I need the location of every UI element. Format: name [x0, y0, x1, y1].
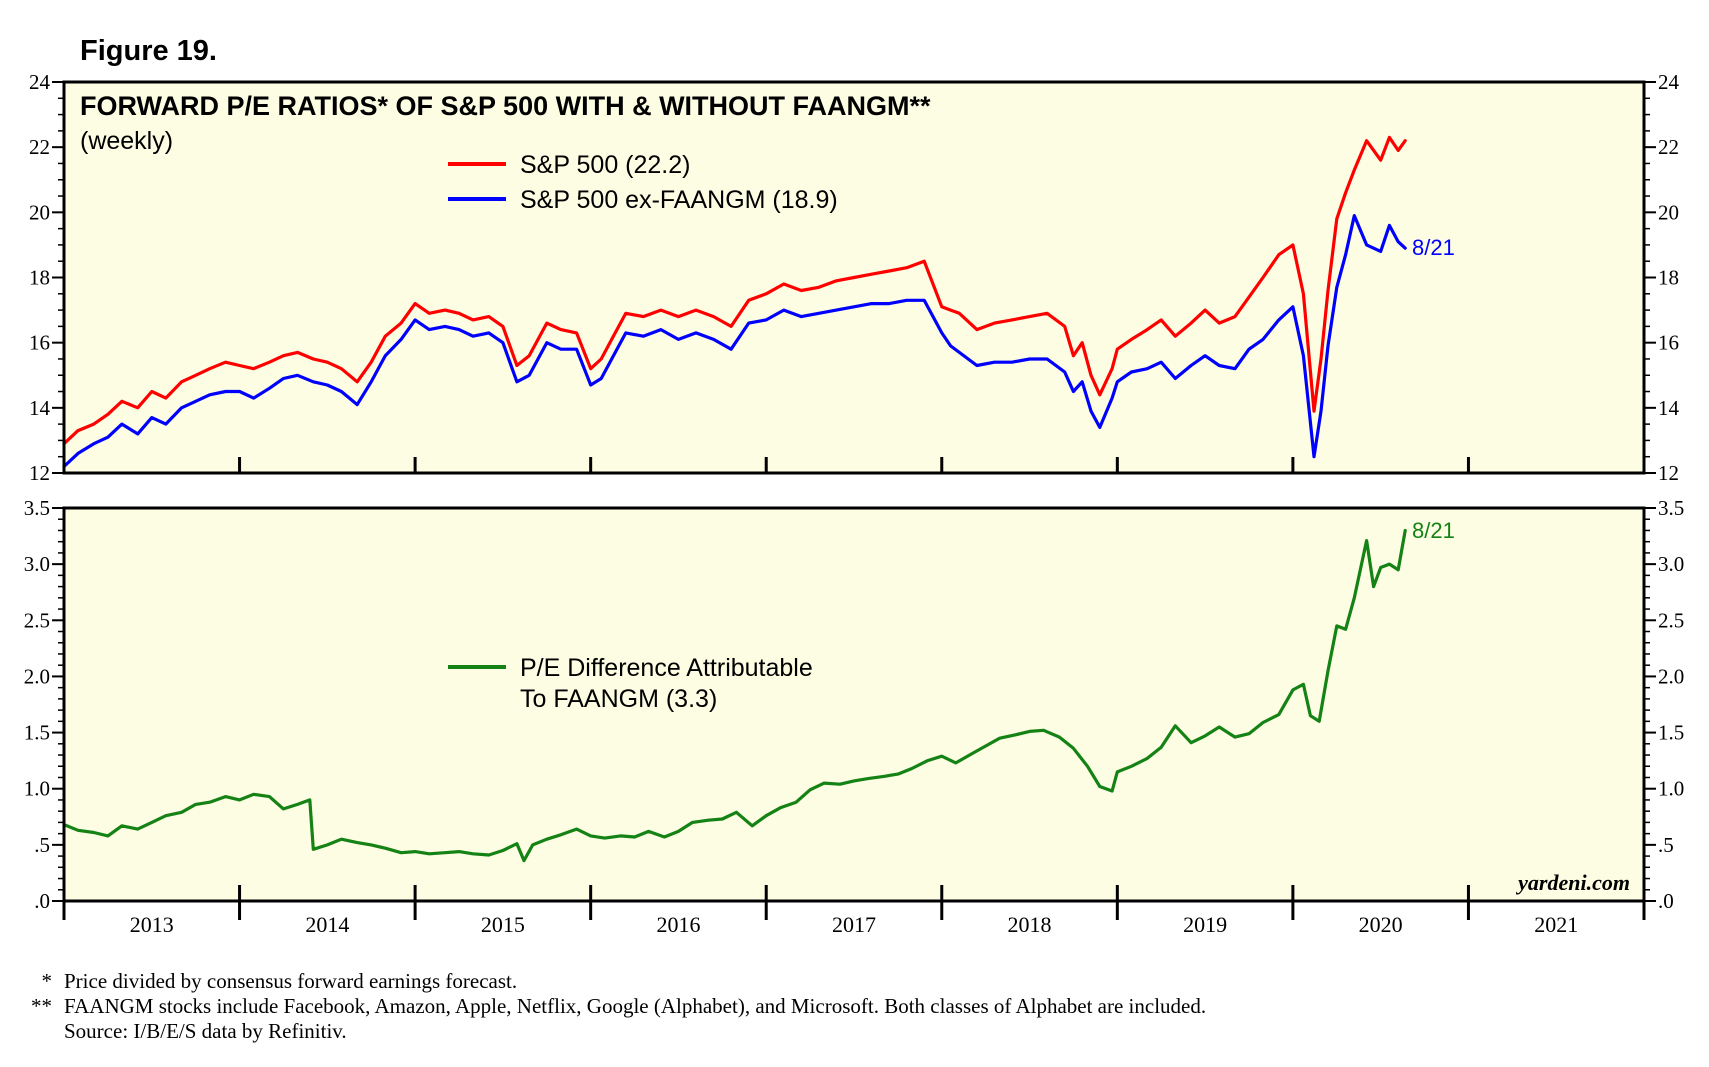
y-tick-label-left: 1.5	[24, 721, 50, 745]
x-axis-label: 2020	[1359, 912, 1403, 937]
legend-label-sp500: S&P 500 (22.2)	[520, 151, 690, 179]
figure-label: Figure 19.	[80, 35, 217, 67]
top-panel: 12 12 14 14 16 16 18 18 20 20 22 22 24 24 FORWARD P/E…	[29, 70, 1680, 485]
footnote-marker-1: *	[42, 969, 53, 993]
footnote-source: Source: I/B/E/S data by Refinitiv.	[64, 1019, 347, 1043]
x-axis-label: 2021	[1534, 912, 1578, 937]
bottom-panel-ticks: .0 .0 .5 .5 1.0 1.0 1.5 1.5 2.0 2.0 2.5 2.5 3.0 3.0 3.…	[24, 496, 1685, 913]
end-date-label-top: 8/21	[1412, 235, 1455, 260]
y-tick-label-left: 16	[29, 331, 50, 355]
legend-label-ex-faangm: S&P 500 ex-FAANGM (18.9)	[520, 186, 838, 214]
x-axis: 2013 2014 2015 2016 2017 2018 2019 2020 2021	[62, 901, 1646, 937]
y-tick-label-right: 14	[1658, 396, 1680, 420]
series-line-top-0	[62, 135, 1407, 446]
y-tick-label-right: 12	[1658, 461, 1679, 485]
y-tick-label-right: 2.0	[1658, 664, 1684, 688]
y-tick-label-left: 3.0	[24, 552, 50, 576]
y-tick-label-left: .5	[34, 833, 50, 857]
x-axis-label: 2015	[481, 912, 525, 937]
x-axis-label: 2013	[130, 912, 174, 937]
y-tick-label-left: 2.5	[24, 608, 50, 632]
bottom-panel: .0 .0 .5 .5 1.0 1.0 1.5 1.5 2.0 2.0 2.5 2.5 3.0 3.0 3.…	[24, 496, 1685, 913]
y-tick-label-left: 14	[29, 396, 51, 420]
footnote-text-1: Price divided by consensus forward earni…	[64, 969, 517, 993]
y-tick-label-left: 1.0	[24, 777, 50, 801]
end-date-label-bottom: 8/21	[1412, 518, 1455, 543]
brand-watermark: yardeni.com	[1515, 870, 1630, 895]
x-axis-label: 2016	[656, 912, 700, 937]
footnotes: * Price divided by consensus forward ear…	[31, 969, 1206, 1043]
y-tick-label-right: 16	[1658, 331, 1679, 355]
y-tick-label-right: 22	[1658, 135, 1679, 159]
chart-title: FORWARD P/E RATIOS* OF S&P 500 WITH & WI…	[80, 91, 931, 121]
y-tick-label-left: 2.0	[24, 664, 50, 688]
legend-label-difference-line1: P/E Difference Attributable	[520, 654, 813, 682]
x-axis-label: 2018	[1008, 912, 1052, 937]
y-tick-label-right: 3.0	[1658, 552, 1684, 576]
y-tick-label-left: 18	[29, 266, 50, 290]
x-axis-label: 2017	[832, 912, 876, 937]
y-tick-label-left: 24	[29, 70, 51, 94]
y-tick-label-left: 20	[29, 200, 50, 224]
y-tick-label-right: 3.5	[1658, 496, 1684, 520]
y-tick-label-right: 1.5	[1658, 721, 1684, 745]
bottom-panel-background	[64, 508, 1644, 901]
y-tick-label-left: 22	[29, 135, 50, 159]
y-tick-label-right: 18	[1658, 266, 1679, 290]
bottom-panel-series	[62, 528, 1407, 863]
x-axis-label: 2019	[1183, 912, 1227, 937]
y-tick-label-left: .0	[34, 889, 50, 913]
legend-label-difference-line2: To FAANGM (3.3)	[520, 685, 717, 713]
y-tick-label-right: 1.0	[1658, 777, 1684, 801]
chart-subtitle: (weekly)	[80, 127, 173, 155]
y-tick-label-right: 24	[1658, 70, 1680, 94]
y-tick-label-right: .5	[1658, 833, 1674, 857]
top-panel-frame	[62, 80, 1646, 475]
top-panel-series	[62, 135, 1407, 469]
bottom-panel-frame	[62, 506, 1646, 903]
series-line-top-1	[62, 214, 1407, 469]
x-axis-label: 2014	[305, 912, 349, 937]
y-tick-label-right: 20	[1658, 200, 1679, 224]
y-tick-label-right: 2.5	[1658, 608, 1684, 632]
footnote-marker-2: **	[31, 994, 52, 1018]
y-tick-label-left: 12	[29, 461, 50, 485]
footnote-text-2: FAANGM stocks include Facebook, Amazon, …	[64, 994, 1206, 1018]
y-tick-label-right: .0	[1658, 889, 1674, 913]
series-line-bottom-0	[62, 528, 1407, 863]
y-tick-label-left: 3.5	[24, 496, 50, 520]
